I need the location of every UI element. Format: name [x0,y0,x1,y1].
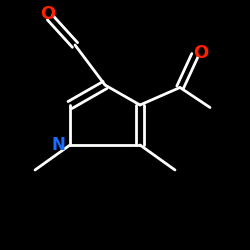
Text: O: O [194,44,209,62]
Text: N: N [52,136,66,154]
Text: O: O [40,5,55,23]
